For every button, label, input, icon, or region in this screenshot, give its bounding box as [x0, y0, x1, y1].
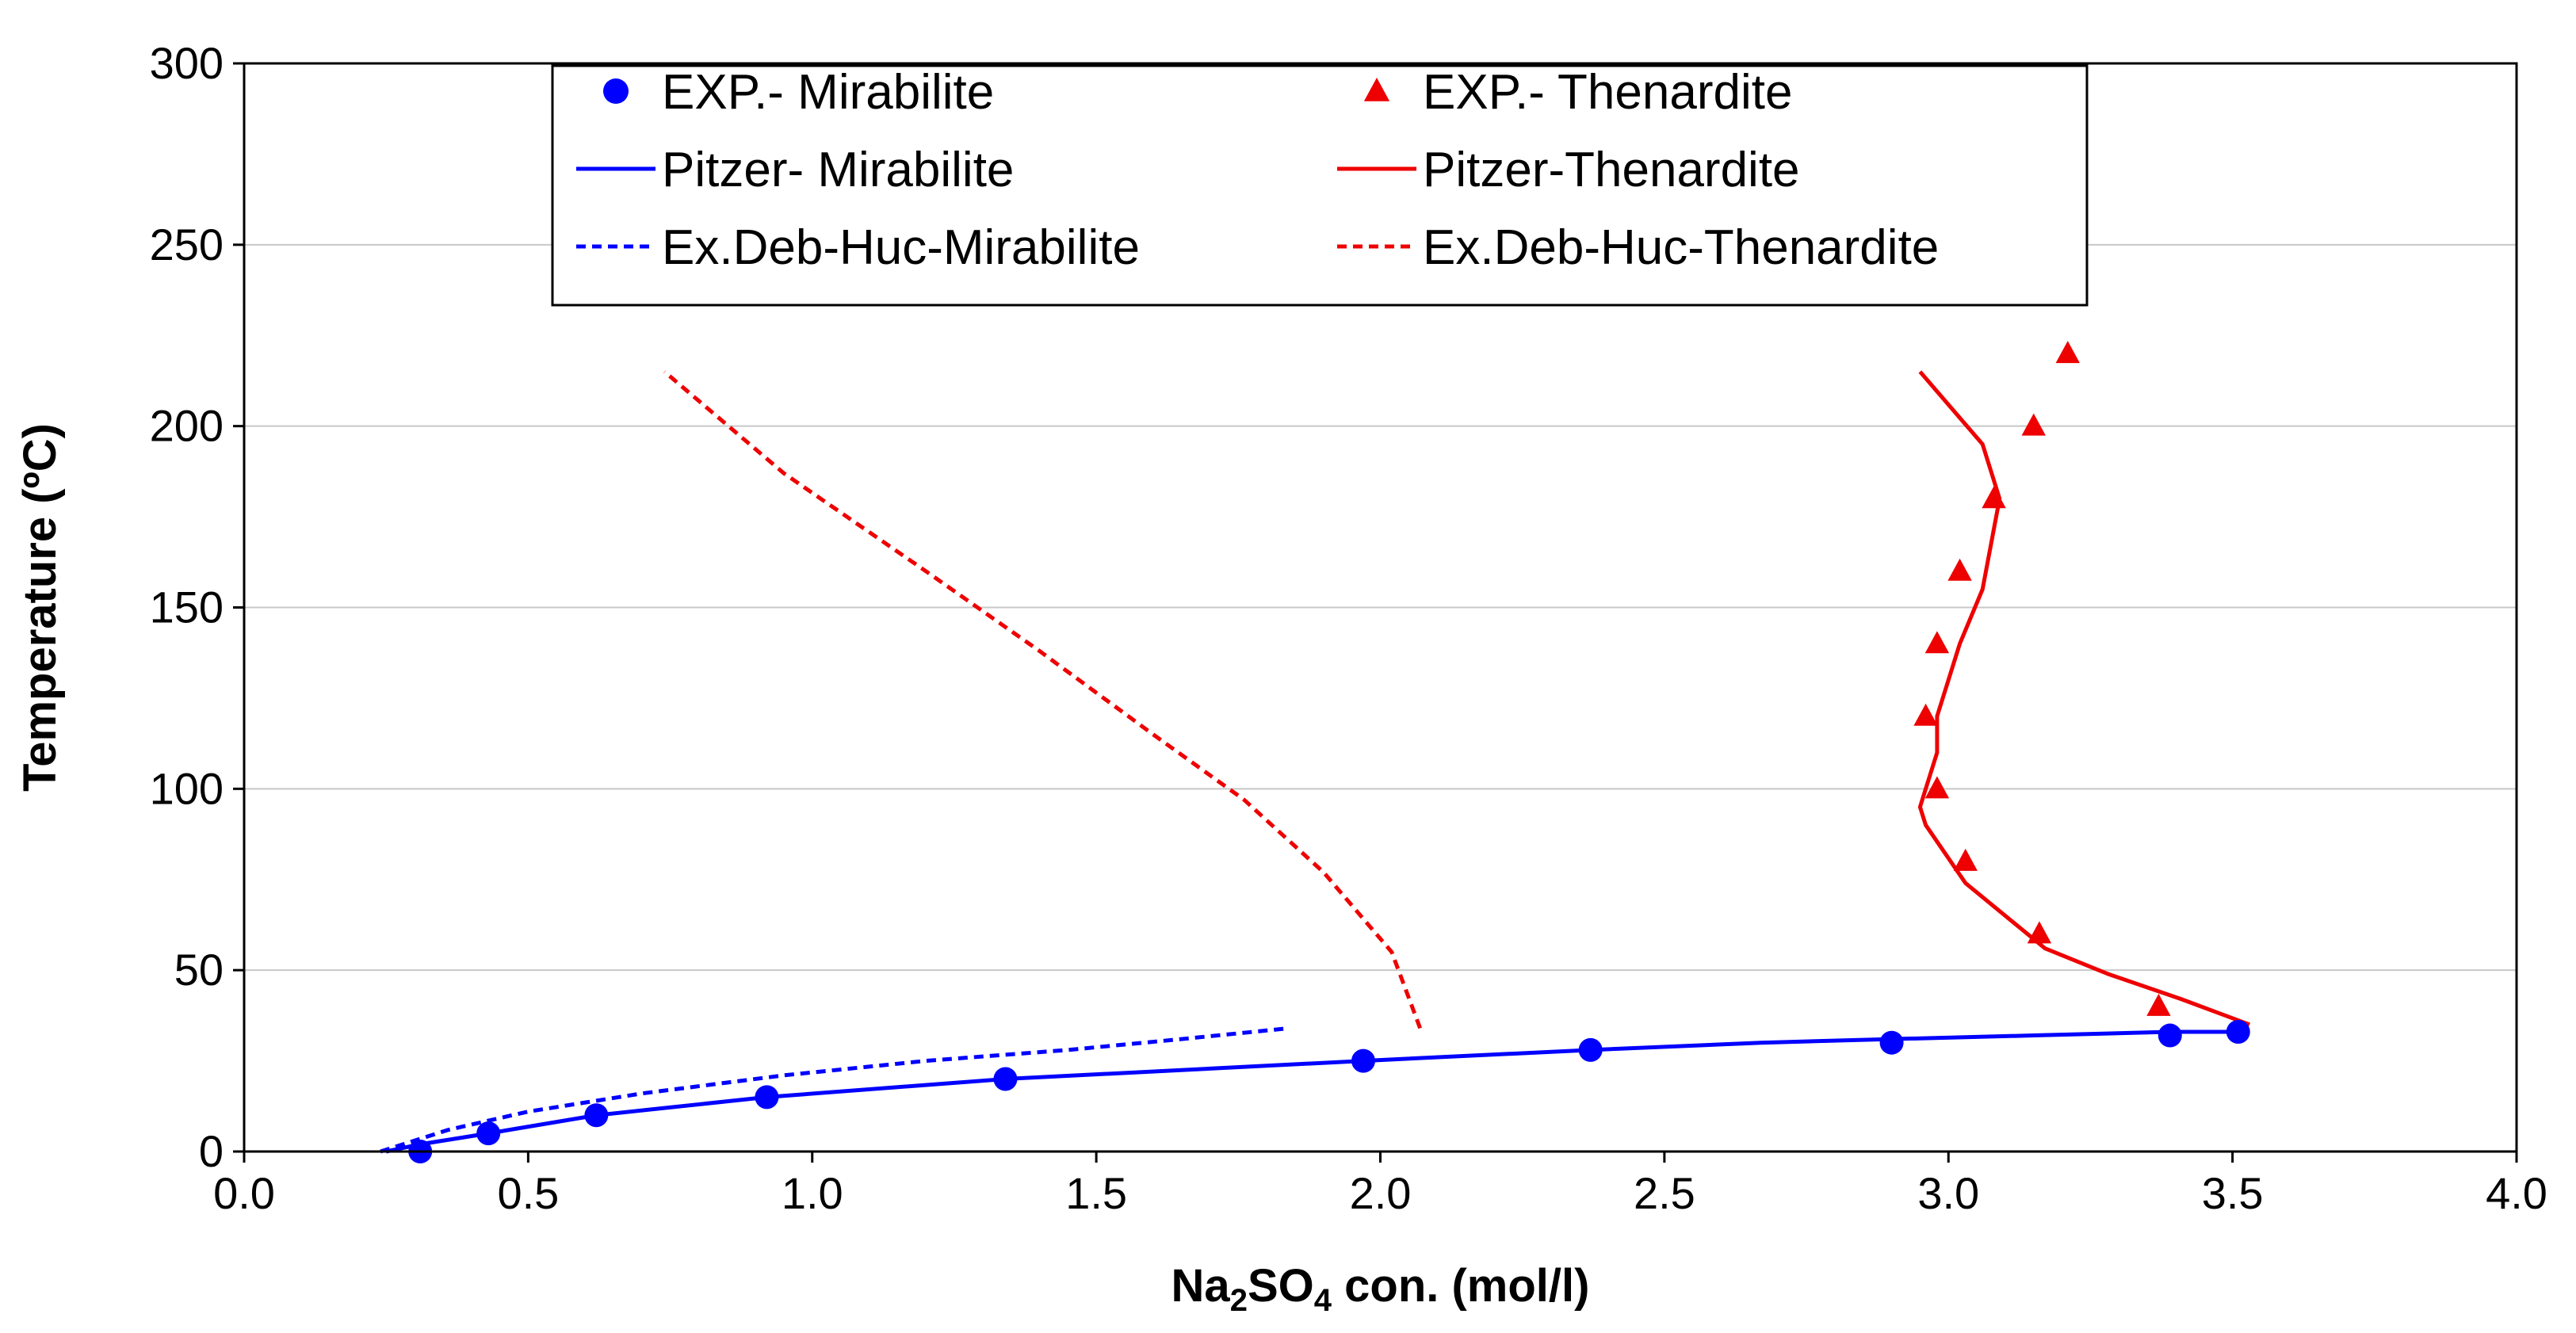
x-tick-label: 3.5 [2202, 1168, 2264, 1218]
legend: EXP.- Mirabilite EXP.- Thenardite Pitzer- … [551, 64, 2089, 307]
data-point [1982, 486, 2006, 509]
data-point [2226, 1019, 2250, 1044]
data-point [584, 1103, 609, 1128]
x-tick-label: 2.5 [1634, 1168, 1695, 1218]
legend-marker [603, 78, 629, 104]
data-point [993, 1067, 1018, 1091]
y-tick-label: 100 [150, 763, 224, 813]
legend-marker [1363, 78, 1390, 101]
legend-box [551, 64, 2089, 307]
data-point [2027, 921, 2052, 944]
y-tick-label: 50 [174, 945, 224, 995]
x-axis-ticks: 0.0 0.5 1.0 1.5 2.0 2.5 3.0 3.5 4.0 [213, 1152, 2547, 1218]
x-axis-title-sub2: 4 [1314, 1283, 1332, 1318]
legend-label: Pitzer-Thenardite [1423, 143, 1800, 197]
legend-item-exp-mirabilite: EXP.- Mirabilite [603, 65, 994, 120]
y-axis-ticks: 0 50 100 150 200 250 300 [150, 38, 244, 1176]
x-axis-title-mid: SO [1248, 1260, 1314, 1312]
x-tick-label: 1.0 [782, 1168, 843, 1218]
legend-item-pitzer-thenardite: Pitzer-Thenardite [1337, 143, 1800, 197]
legend-label: Ex.Deb-Huc-Thenardite [1423, 220, 1939, 275]
legend-label: Pitzer- Mirabilite [662, 143, 1014, 197]
x-tick-label: 3.0 [1917, 1168, 1979, 1218]
x-axis-title-tail: con. (mol/l) [1332, 1260, 1589, 1312]
series-ex-deb-huc-mirabilite [380, 1026, 1290, 1154]
data-point [476, 1121, 501, 1146]
data-point [1351, 1048, 1375, 1073]
legend-label: EXP.- Thenardite [1423, 65, 1792, 120]
series-line-ex-deb-huc-thenardite [663, 370, 1423, 1029]
y-tick-label: 300 [150, 38, 224, 88]
series-line-ex-deb-huc-mirabilite [380, 1026, 1290, 1154]
x-tick-label: 1.5 [1065, 1168, 1127, 1218]
data-point [1879, 1030, 1904, 1055]
x-axis-title-main: Na [1171, 1260, 1231, 1312]
x-tick-label: 0.5 [497, 1168, 559, 1218]
legend-item-exp-thenardite: EXP.- Thenardite [1363, 65, 1792, 120]
x-tick-label: 4.0 [2486, 1168, 2547, 1218]
legend-label: EXP.- Mirabilite [662, 65, 994, 120]
data-point [1953, 848, 1978, 871]
y-tick-label: 150 [150, 582, 224, 632]
y-tick-label: 250 [150, 220, 224, 269]
x-axis-title-sub1: 2 [1230, 1283, 1248, 1318]
legend-item-pitzer-mirabilite: Pitzer- Mirabilite [576, 143, 1014, 197]
x-tick-label: 2.0 [1350, 1168, 1412, 1218]
data-point [1947, 558, 1972, 581]
data-point [1913, 703, 1938, 726]
y-tick-label: 200 [150, 401, 224, 451]
data-point [1578, 1037, 1603, 1062]
series-ex-deb-huc-thenardite [663, 370, 1423, 1029]
series-exp-thenardite [1913, 341, 2171, 1016]
x-tick-label: 0.0 [213, 1168, 275, 1218]
x-axis-title: Na2SO4 con. (mol/l) [1171, 1260, 1590, 1318]
data-point [1924, 631, 1950, 654]
series-line-pitzer-thenardite [1917, 370, 2251, 1027]
data-point [755, 1085, 779, 1110]
series-pitzer-thenardite [1917, 370, 2251, 1027]
legend-item-ex-deb-huc-thenardite: Ex.Deb-Huc-Thenardite [1337, 220, 1939, 275]
data-point [2146, 993, 2171, 1016]
data-point [2055, 341, 2080, 364]
data-point [2021, 413, 2046, 436]
y-tick-label: 0 [199, 1126, 224, 1176]
y-axis-title: Temperature (ºC) [14, 423, 66, 792]
data-point [1924, 776, 1950, 799]
legend-label: Ex.Deb-Huc-Mirabilite [662, 220, 1140, 275]
data-point [2157, 1023, 2182, 1048]
legend-item-ex-deb-huc-mirabilite: Ex.Deb-Huc-Mirabilite [576, 220, 1140, 275]
gridlines [244, 243, 2517, 972]
